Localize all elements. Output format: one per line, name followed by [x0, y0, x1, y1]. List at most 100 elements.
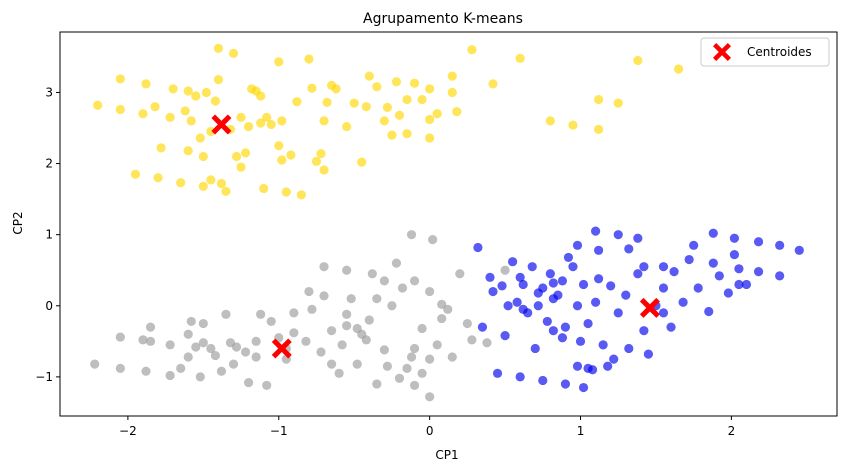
data-point: [165, 112, 175, 122]
data-point: [277, 116, 287, 126]
data-point: [326, 326, 337, 336]
x-tick-label: −1: [270, 424, 288, 438]
data-point: [176, 178, 186, 188]
data-point: [508, 257, 518, 267]
data-point: [447, 87, 457, 98]
data-point: [488, 79, 498, 89]
data-point: [262, 112, 272, 122]
data-point: [201, 87, 211, 98]
data-point: [115, 74, 125, 84]
data-point: [477, 322, 488, 332]
data-point: [598, 340, 608, 350]
data-point: [156, 143, 166, 153]
data-point: [402, 94, 412, 105]
data-point: [206, 343, 216, 354]
data-point: [417, 323, 427, 334]
data-point: [198, 318, 208, 329]
data-point: [572, 301, 583, 311]
data-point: [349, 98, 359, 108]
data-point: [206, 175, 216, 185]
data-point: [141, 366, 151, 376]
data-point: [538, 375, 548, 386]
data-point: [337, 340, 347, 350]
data-point: [379, 276, 389, 286]
data-point: [603, 361, 613, 371]
data-point: [186, 316, 196, 327]
data-point: [213, 43, 224, 53]
data-point: [572, 361, 583, 371]
data-point: [515, 272, 525, 282]
data-point: [301, 336, 311, 346]
data-point: [334, 368, 344, 378]
data-point: [289, 308, 299, 318]
data-point: [775, 271, 785, 281]
data-point: [684, 254, 694, 265]
data-point: [425, 392, 435, 402]
data-point: [379, 116, 389, 126]
data-point: [542, 316, 552, 327]
data-point: [432, 340, 442, 350]
x-tick-label: 2: [728, 424, 736, 438]
data-point: [503, 301, 513, 311]
data-point: [557, 276, 568, 286]
data-point: [708, 228, 718, 238]
data-point: [606, 281, 616, 291]
data-point: [417, 94, 427, 105]
y-tick-label: −1: [35, 370, 53, 384]
data-point: [560, 322, 571, 332]
data-point: [180, 106, 190, 116]
data-point: [346, 294, 356, 304]
centroid-marker: [271, 338, 292, 359]
data-point: [753, 267, 764, 277]
data-point: [452, 107, 462, 117]
data-point: [213, 75, 224, 85]
axis-ticks: −2 −1 0 1 2 −1 0 1 2 3: [35, 85, 735, 438]
data-point: [307, 304, 317, 314]
legend: Centroides: [700, 37, 830, 67]
data-point: [331, 84, 341, 94]
data-point: [266, 316, 276, 327]
y-tick-label: 0: [45, 299, 53, 313]
data-point: [176, 363, 186, 373]
data-point: [633, 233, 643, 243]
data-point: [379, 345, 389, 355]
data-point: [557, 333, 568, 343]
data-point: [492, 368, 503, 378]
data-point: [409, 380, 420, 391]
centroid-markers: [211, 114, 660, 359]
data-point: [364, 71, 374, 81]
data-point: [394, 110, 405, 120]
data-point: [259, 183, 269, 194]
data-point: [150, 102, 160, 112]
data-point: [391, 77, 402, 87]
data-point: [572, 240, 583, 250]
data-point: [548, 326, 558, 336]
data-point: [281, 187, 291, 197]
legend-centroid-marker: [713, 43, 731, 61]
data-point: [115, 332, 125, 342]
data-point: [352, 323, 362, 334]
data-point: [658, 262, 669, 272]
data-point: [794, 245, 804, 255]
data-point: [262, 380, 272, 391]
data-point: [198, 181, 208, 191]
data-point: [568, 120, 578, 130]
data-point: [319, 291, 329, 301]
data-point: [425, 84, 435, 94]
data-point: [568, 262, 578, 272]
data-point: [316, 149, 326, 159]
data-point: [198, 338, 208, 348]
data-point: [515, 372, 525, 382]
data-point: [289, 328, 299, 338]
y-tick-label: 3: [45, 85, 53, 99]
data-point: [256, 91, 266, 101]
data-point: [382, 102, 392, 112]
data-point: [515, 53, 525, 63]
data-point: [613, 230, 623, 240]
data-point: [191, 91, 201, 101]
data-point: [186, 116, 196, 126]
data-point: [409, 78, 420, 88]
data-point: [678, 297, 688, 307]
data-point: [417, 368, 427, 378]
data-point: [591, 226, 601, 236]
